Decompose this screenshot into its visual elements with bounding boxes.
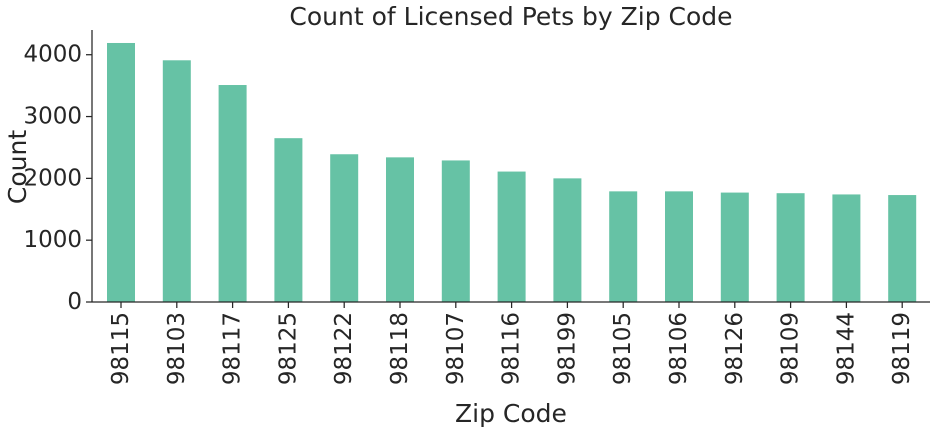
y-axis-ticks: 0 1000 2000 3000 4000 — [23, 42, 92, 315]
x-tick-label-98119: 98119 — [889, 312, 915, 385]
bar-98117 — [218, 85, 247, 303]
y-axis-label: Count — [3, 130, 32, 204]
x-tick-label-98103: 98103 — [164, 312, 190, 385]
bar-98109 — [776, 193, 805, 302]
bar-98144 — [832, 194, 861, 302]
bar-98118 — [386, 157, 414, 302]
x-tick-label-98118: 98118 — [387, 312, 413, 385]
bars-group — [107, 42, 917, 303]
bar-98105 — [609, 191, 638, 302]
bar-98106 — [665, 191, 693, 302]
x-tick-label-98117: 98117 — [220, 312, 246, 385]
x-tick-label-98126: 98126 — [722, 312, 748, 385]
y-tick-label-1000: 1000 — [23, 227, 82, 253]
x-tick-label-98144: 98144 — [833, 312, 859, 385]
y-tick-label-4000: 4000 — [23, 42, 82, 68]
bar-98103 — [162, 60, 191, 302]
x-tick-label-98109: 98109 — [778, 312, 804, 385]
bar-98199 — [553, 178, 582, 302]
bar-98115 — [107, 42, 135, 302]
bar-98126 — [720, 192, 749, 302]
x-tick-label-98122: 98122 — [331, 312, 357, 385]
x-tick-label-98115: 98115 — [108, 312, 134, 385]
y-tick-label-3000: 3000 — [23, 104, 82, 130]
x-tick-label-98106: 98106 — [666, 312, 692, 385]
chart-title: Count of Licensed Pets by Zip Code — [289, 2, 732, 31]
x-axis-label: Zip Code — [455, 399, 567, 428]
bar-98119 — [888, 195, 917, 302]
x-tick-label-98199: 98199 — [554, 312, 580, 385]
bar-98107 — [441, 160, 470, 302]
bar-98125 — [274, 138, 303, 302]
x-tick-label-98116: 98116 — [499, 312, 525, 385]
bar-98122 — [330, 154, 359, 302]
x-tick-label-98125: 98125 — [275, 312, 301, 385]
bar-98116 — [497, 171, 526, 302]
y-tick-label-0: 0 — [67, 289, 82, 315]
x-axis-ticks: 98115 98103 98117 98125 98122 98118 98107 98116… — [108, 302, 915, 385]
y-tick-label-2000: 2000 — [23, 165, 82, 191]
x-tick-label-98107: 98107 — [443, 312, 469, 385]
x-tick-label-98105: 98105 — [610, 312, 636, 385]
